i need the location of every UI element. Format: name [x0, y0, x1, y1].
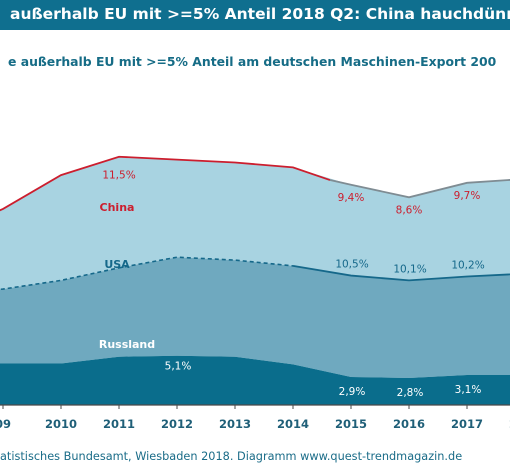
china-value-label: 9,7% — [454, 190, 481, 202]
usa-line — [292, 265, 510, 282]
area-usa — [0, 257, 510, 378]
x-tick-label: 2010 — [45, 417, 77, 431]
russland-series-label: Russland — [99, 338, 155, 351]
china-line-grey — [329, 179, 510, 199]
usa-value-label: 10,2% — [451, 260, 484, 272]
data-labels: 11,5%9,4%8,6%9,7%910,5%10,1%10,2%1(5,1%2… — [99, 170, 485, 399]
x-tick-label: 2016 — [393, 417, 425, 431]
page-title-text: außerhalb EU mit >=5% Anteil 2018 Q2: Ch… — [10, 5, 510, 23]
china-series-label: China — [100, 201, 135, 214]
source-note: atistisches Bundesamt, Wiesbaden 2018. D… — [0, 450, 463, 463]
area-russland — [0, 355, 510, 405]
chart-lines — [0, 155, 510, 291]
area-china — [0, 156, 510, 290]
china-value-label: 11,5% — [102, 170, 135, 182]
x-tick-label: 2017 — [451, 417, 483, 431]
chart-subtitle: e außerhalb EU mit >=5% Anteil am deutsc… — [8, 54, 497, 69]
russland-value-label: 2,8% — [397, 387, 424, 399]
x-tick-label: 2011 — [103, 417, 135, 431]
page-title: außerhalb EU mit >=5% Anteil 2018 Q2: Ch… — [0, 0, 510, 30]
russland-value-label: 2,9% — [339, 386, 366, 398]
x-tick-label: 2013 — [219, 417, 251, 431]
chart-areas — [0, 156, 510, 405]
x-tick-label: 009 — [0, 417, 11, 431]
x-tick-label: 2012 — [161, 417, 193, 431]
usa-series-label: USA — [104, 258, 130, 271]
russland-value-label: 5,1% — [165, 361, 192, 373]
russland-value-label: 3,1% — [455, 384, 482, 396]
usa-value-label: 10,5% — [335, 259, 368, 271]
x-tick-label: 2015 — [335, 417, 367, 431]
china-value-label: 9,4% — [338, 192, 365, 204]
usa-value-label: 10,1% — [393, 263, 426, 275]
x-tick-label: 2014 — [277, 417, 309, 431]
china-value-label: 8,6% — [396, 204, 423, 216]
area-chart: 009 2010 2011 2012 2013 2014 2015 2016 2017 201 1… — [0, 155, 510, 431]
china-line — [0, 155, 331, 212]
x-axis: 009 2010 2011 2012 2013 2014 2015 2016 2017 201 — [0, 404, 510, 431]
x-tick-label: 201 — [509, 417, 510, 431]
usa-line-dashed — [0, 256, 294, 291]
